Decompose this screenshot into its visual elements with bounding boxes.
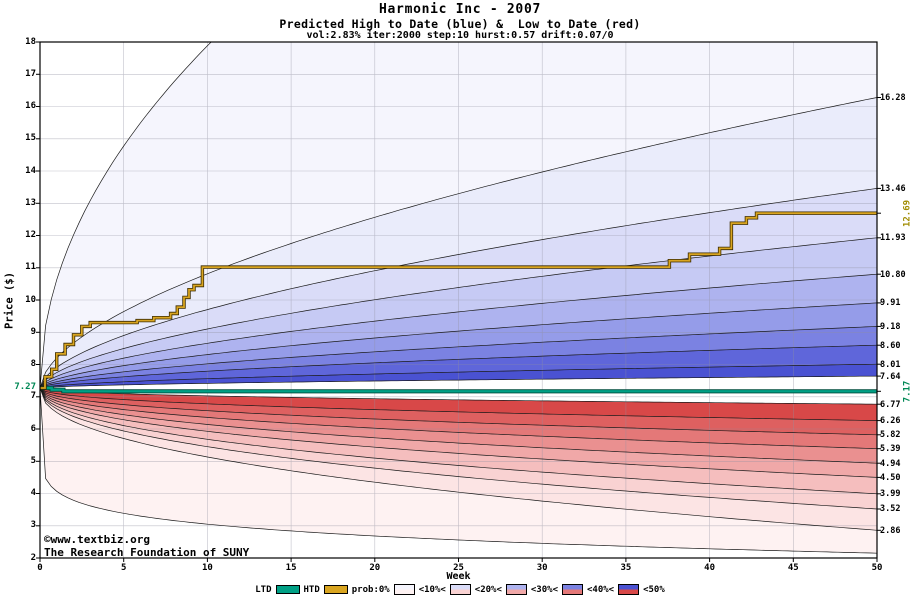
y-axis-tick-label: 4	[30, 488, 36, 498]
y-axis-tick-label: 16	[25, 101, 36, 111]
right-axis-ltd-final-label: 7.17	[902, 380, 913, 403]
y-axis-tick-label: 15	[25, 133, 36, 144]
legend-prob-label: <40%<	[586, 584, 615, 595]
legend-prob-label: <10%<	[418, 584, 446, 595]
right-axis-value-label: 11.93	[880, 233, 906, 244]
right-axis-value-label: 9.91	[880, 298, 901, 309]
right-axis-value-label: 3.99	[880, 489, 901, 500]
legend-probability-scale: prob:0% <10%< <20%< <30%< <40%< <50%	[352, 584, 665, 595]
y-axis-tick-label: 10	[25, 294, 36, 305]
x-axis-tick-label: 25	[453, 563, 464, 573]
x-axis-tick-label: 5	[120, 563, 127, 573]
y-axis-tick-label: 7	[30, 391, 36, 402]
right-axis-htd-final-label: 12.69	[902, 199, 913, 227]
y-axis-tick-label: 9	[30, 326, 36, 337]
start-price-label: 7.27	[14, 382, 36, 393]
right-axis-value-label: 6.26	[880, 416, 901, 427]
chart-title: Harmonic Inc - 2007	[378, 2, 541, 17]
x-axis-tick-label: 15	[285, 563, 297, 573]
right-axis-value-label: 4.50	[880, 472, 901, 483]
legend-ltd-label: LTD	[255, 584, 272, 595]
x-axis-tick-label: 50	[871, 563, 883, 573]
y-axis-tick-label: 6	[30, 423, 36, 434]
right-axis-value-label: 7.64	[880, 371, 901, 382]
y-axis-tick-label: 3	[30, 520, 36, 531]
right-axis-value-label: 2.86	[880, 525, 901, 536]
right-axis-value-label: 10.80	[880, 269, 906, 280]
legend-prob-swatch	[505, 584, 527, 595]
right-axis-value-label: 5.39	[880, 444, 901, 455]
legend-prob-label: <20%<	[474, 584, 502, 595]
legend: LTD HTD prob:0% <10%< <20%< <30%< <40%< <50%	[0, 584, 920, 595]
y-axis-tick-label: 18	[25, 36, 36, 47]
legend-prob-swatch	[561, 584, 583, 595]
y-axis-tick-label: 14	[25, 165, 36, 176]
legend-prob-label: <50%	[643, 584, 665, 595]
right-axis-value-label: 6.77	[880, 399, 901, 410]
x-axis-tick-label: 40	[704, 563, 716, 573]
y-axis-tick-label: 17	[25, 68, 36, 79]
htd-line-swatch	[323, 585, 348, 594]
watermark-url: ©www.textbiz.org	[44, 533, 150, 546]
legend-prob-label: <30%<	[530, 584, 558, 595]
x-axis-tick-label: 20	[369, 563, 381, 573]
right-axis-value-label: 13.46	[880, 183, 906, 194]
right-axis-value-label: 5.82	[880, 430, 901, 441]
y-axis-tick-label: 11	[25, 262, 36, 273]
x-axis-label: Week	[446, 571, 471, 582]
right-axis-value-label: 9.18	[880, 321, 901, 332]
x-axis-tick-label: 35	[620, 563, 632, 573]
right-axis-value-label: 3.52	[880, 504, 901, 515]
legend-prob-label: prob:0%	[351, 584, 390, 595]
y-axis-tick-label: 13	[25, 197, 36, 208]
legend-prob-swatch	[618, 584, 640, 595]
y-axis-tick-label: 12	[25, 230, 36, 240]
legend-prob-swatch	[449, 584, 471, 595]
y-axis-tick-label: 5	[30, 455, 36, 466]
ltd-line-swatch	[275, 585, 300, 594]
chart-parameters: vol:2.83% iter:2000 step:10 hurst:0.57 d…	[306, 30, 614, 41]
right-axis-value-label: 8.60	[880, 340, 901, 351]
y-axis-tick-label: 8	[30, 359, 36, 369]
y-axis-tick-label: 2	[30, 552, 36, 563]
right-axis-value-label: 4.94	[880, 458, 901, 469]
chart-subtitle: Predicted High to Date (blue) & Low to D…	[279, 17, 641, 31]
x-axis-tick-label: 30	[536, 563, 548, 573]
watermark-org: The Research Foundation of SUNY	[44, 546, 250, 559]
right-axis-value-label: 16.28	[880, 92, 906, 103]
right-axis-value-label: 8.01	[880, 359, 901, 370]
legend-htd-label: HTD	[303, 584, 320, 595]
x-axis-tick-label: 0	[37, 563, 43, 573]
x-axis-tick-label: 10	[201, 563, 213, 573]
legend-prob-swatch	[393, 584, 415, 595]
x-axis-tick-label: 45	[787, 563, 799, 573]
